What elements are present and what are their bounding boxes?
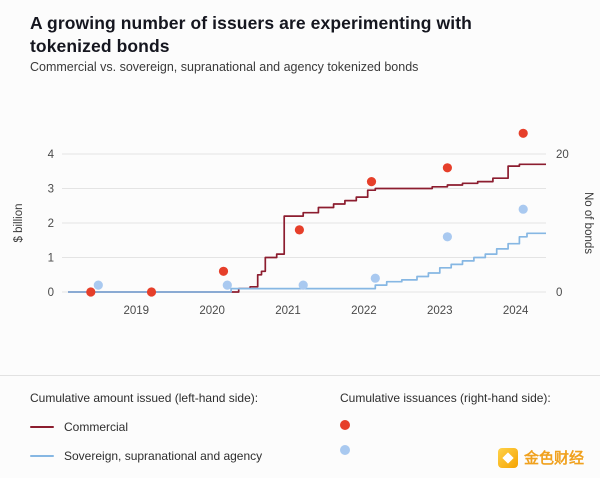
left-axis-title: $ billion [13, 204, 25, 243]
series-scatter-3 [93, 204, 528, 290]
gold-finance-icon [497, 447, 518, 468]
svg-text:2023: 2023 [427, 305, 453, 317]
svg-text:3: 3 [48, 184, 54, 196]
legend-issuances-header: Cumulative issuances (right-hand side): [340, 391, 551, 405]
svg-text:2020: 2020 [199, 305, 225, 317]
page-title: A growing number of issuers are experime… [30, 13, 472, 57]
gold-finance-wordmark: 金色财经 [523, 450, 584, 467]
chart-area: 0 1 2 3 4 0 20 2019 2020 2021 2022 2023 2024 $ billio… [0, 100, 600, 355]
legend-item-commercial: Commercial [30, 420, 340, 434]
svg-text:0: 0 [48, 287, 54, 299]
legend-item-sovereign: Sovereign, supranational and agency [30, 449, 340, 463]
series-step-0 [68, 163, 546, 293]
svg-text:2021: 2021 [275, 305, 301, 317]
legend-amount-header: Cumulative amount issued (left-hand side… [30, 391, 259, 405]
svg-text:2024: 2024 [503, 305, 529, 317]
axis-labels: 0 1 2 3 4 0 20 2019 2020 2021 2022 2023 2024 $ billio… [13, 149, 594, 317]
legend: Cumulative amount issued (left-hand side… [0, 375, 600, 478]
series-step-1 [68, 232, 546, 293]
svg-text:0: 0 [556, 287, 562, 299]
series-scatter-2 [86, 128, 528, 297]
svg-text:2022: 2022 [351, 305, 377, 317]
right-axis-title: No of bonds [582, 192, 594, 254]
svg-text:2: 2 [48, 218, 54, 230]
legend-label-commercial: Commercial [64, 420, 129, 434]
legend-amount-column: Cumulative amount issued (left-hand side… [30, 391, 340, 478]
legend-label-sovereign: Sovereign, supranational and agency [64, 449, 263, 463]
sovereign-line-swatch [30, 454, 54, 458]
legend-item-sovereign-issuances [340, 445, 560, 455]
svg-text:20: 20 [556, 149, 569, 161]
svg-text:1: 1 [48, 253, 54, 265]
gold-finance-logo[interactable]: 金色财经 [497, 447, 584, 468]
legend-issuances-column: Cumulative issuances (right-hand side): [340, 391, 560, 478]
sovereign-dot-swatch [340, 445, 350, 455]
tokenized-bonds-chart: 0 1 2 3 4 0 20 2019 2020 2021 2022 2023 2024 $ billio… [13, 128, 594, 317]
legend-item-commercial-issuances [340, 420, 560, 430]
svg-text:2019: 2019 [123, 305, 149, 317]
chart-subtitle: Commercial vs. sovereign, supranational … [30, 60, 419, 74]
svg-text:4: 4 [48, 149, 55, 161]
chart-gridlines [62, 153, 546, 293]
commercial-dot-swatch [340, 420, 350, 430]
commercial-line-swatch [30, 425, 54, 429]
